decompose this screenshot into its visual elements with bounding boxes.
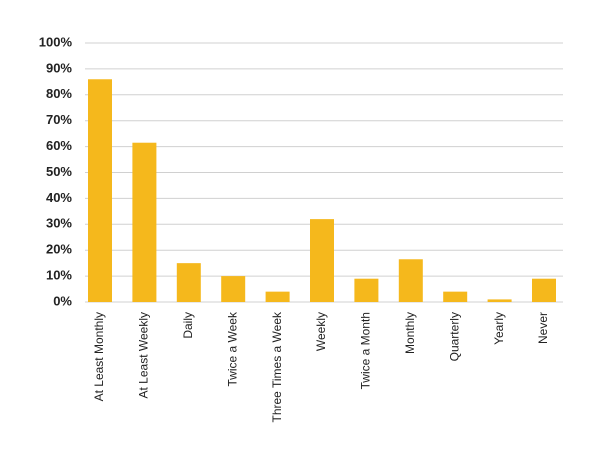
y-tick-label: 50% <box>46 164 72 179</box>
x-tick-label: Never <box>536 312 550 344</box>
x-tick-label: At Least Monthly <box>92 312 106 401</box>
x-tick-label: Weekly <box>314 312 328 351</box>
y-tick-label: 90% <box>46 60 72 75</box>
x-tick-label: Three Times a Week <box>270 311 284 422</box>
bar <box>310 219 334 302</box>
bar <box>88 79 112 302</box>
y-tick-label: 30% <box>46 216 72 231</box>
bar <box>176 263 201 302</box>
bar <box>532 278 556 302</box>
bar <box>398 259 423 302</box>
bar <box>443 291 468 302</box>
bar <box>221 276 246 302</box>
y-tick-label: 0% <box>53 293 72 308</box>
y-tick-label: 70% <box>46 112 72 127</box>
x-tick-label: At Least Weekly <box>137 312 151 398</box>
bar <box>354 278 379 302</box>
bar <box>265 291 290 302</box>
bar <box>132 142 157 302</box>
y-tick-label: 20% <box>46 242 72 257</box>
y-tick-label: 60% <box>46 138 72 153</box>
y-tick-label: 80% <box>46 86 72 101</box>
x-tick-label: Quarterly <box>447 312 461 361</box>
x-tick-label: Yearly <box>492 312 506 345</box>
x-tick-label: Twice a Week <box>225 311 239 386</box>
x-tick-label: Daily <box>181 312 195 339</box>
x-tick-label: Twice a Month <box>359 312 373 389</box>
bar <box>487 299 512 302</box>
y-tick-label: 10% <box>46 268 72 283</box>
y-tick-label: 100% <box>39 34 73 49</box>
x-tick-label: Monthly <box>403 312 417 354</box>
y-tick-label: 40% <box>46 190 72 205</box>
